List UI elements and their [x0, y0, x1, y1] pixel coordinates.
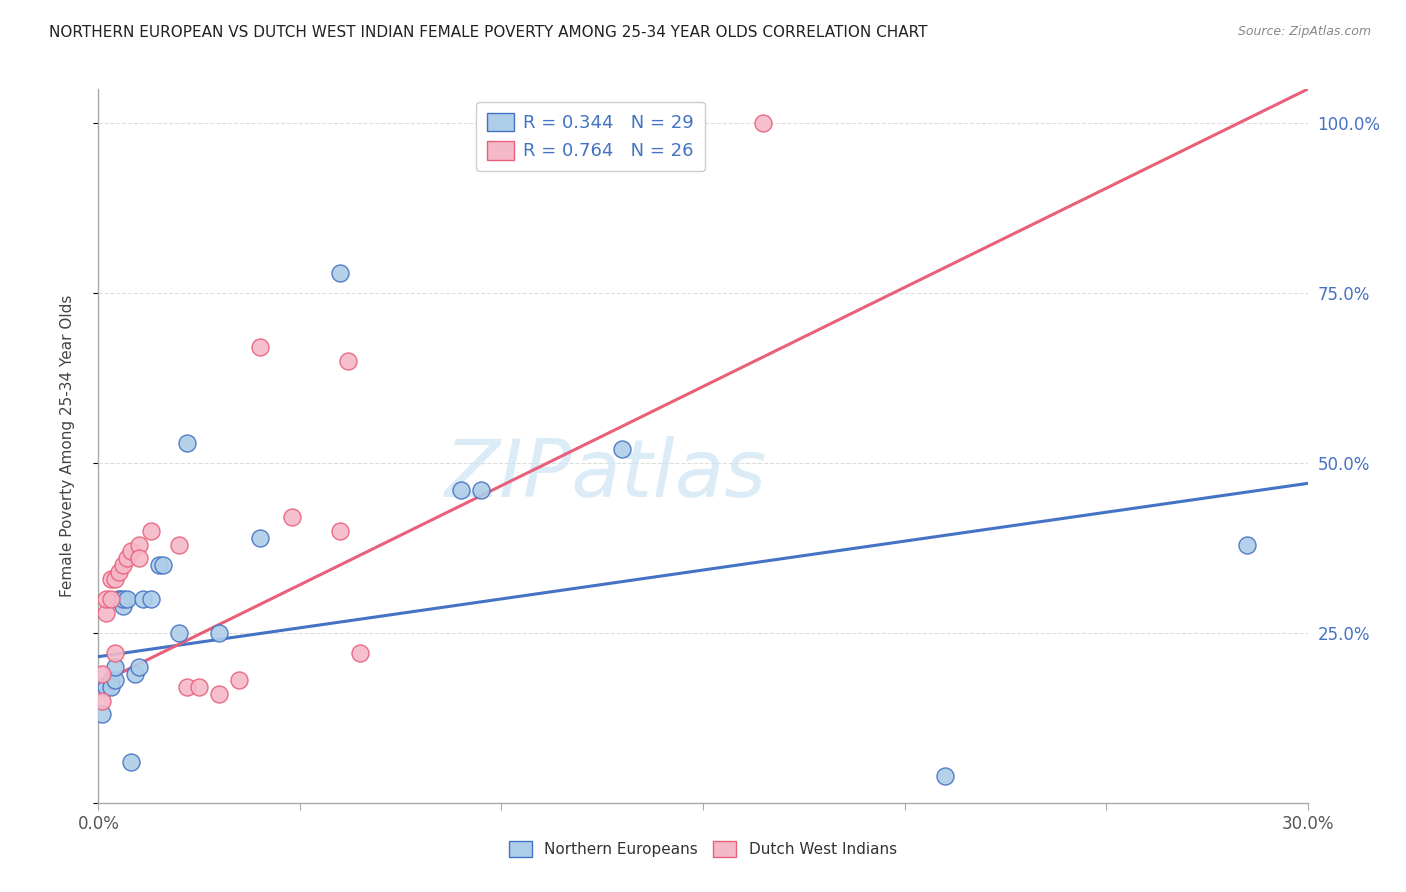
Point	[188, 680, 211, 694]
Point	[91, 707, 114, 722]
Point	[148, 558, 170, 572]
Y-axis label: Female Poverty Among 25-34 Year Olds: Female Poverty Among 25-34 Year Olds	[60, 295, 75, 597]
Point	[103, 660, 125, 674]
Point	[934, 769, 956, 783]
Point	[120, 544, 142, 558]
Point	[111, 558, 134, 572]
Point	[176, 435, 198, 450]
Legend: Northern Europeans, Dutch West Indians: Northern Europeans, Dutch West Indians	[503, 835, 903, 863]
Text: Source: ZipAtlas.com: Source: ZipAtlas.com	[1237, 25, 1371, 38]
Point	[167, 626, 190, 640]
Point	[128, 551, 150, 566]
Point	[96, 680, 118, 694]
Point	[107, 591, 129, 606]
Point	[115, 591, 138, 606]
Point	[128, 660, 150, 674]
Text: NORTHERN EUROPEAN VS DUTCH WEST INDIAN FEMALE POVERTY AMONG 25-34 YEAR OLDS CORR: NORTHERN EUROPEAN VS DUTCH WEST INDIAN F…	[49, 25, 928, 40]
Point	[470, 483, 492, 498]
Point	[167, 537, 190, 551]
Point	[450, 483, 472, 498]
Point	[107, 591, 129, 606]
Point	[1236, 537, 1258, 551]
Text: ZIPatlas: ZIPatlas	[446, 435, 768, 514]
Point	[96, 606, 118, 620]
Point	[103, 673, 125, 688]
Point	[329, 524, 352, 538]
Point	[128, 537, 150, 551]
Point	[249, 531, 271, 545]
Point	[176, 680, 198, 694]
Point	[91, 680, 114, 694]
Point	[124, 666, 146, 681]
Point	[103, 646, 125, 660]
Point	[120, 755, 142, 769]
Point	[208, 626, 231, 640]
Point	[329, 266, 352, 280]
Point	[281, 510, 304, 524]
Point	[100, 572, 122, 586]
Point	[139, 591, 162, 606]
Point	[111, 599, 134, 613]
Point	[612, 442, 634, 457]
Point	[139, 524, 162, 538]
Point	[337, 354, 360, 368]
Point	[100, 680, 122, 694]
Point	[96, 591, 118, 606]
Point	[132, 591, 155, 606]
Point	[115, 551, 138, 566]
Point	[91, 694, 114, 708]
Point	[100, 673, 122, 688]
Point	[107, 565, 129, 579]
Point	[103, 572, 125, 586]
Point	[752, 116, 775, 130]
Point	[152, 558, 174, 572]
Point	[100, 591, 122, 606]
Point	[228, 673, 250, 688]
Point	[91, 666, 114, 681]
Point	[111, 591, 134, 606]
Point	[249, 341, 271, 355]
Point	[208, 687, 231, 701]
Point	[349, 646, 371, 660]
